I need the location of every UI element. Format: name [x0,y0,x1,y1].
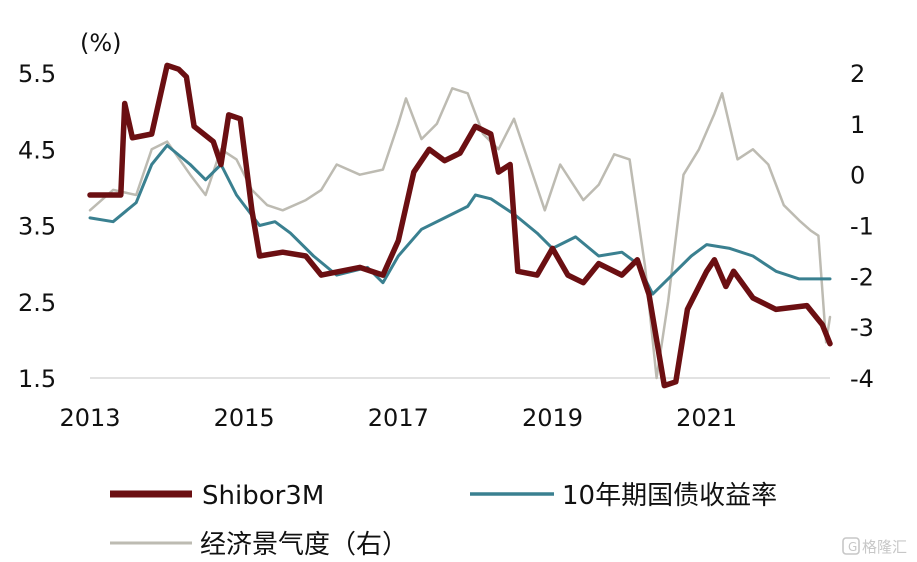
right-tick-label: 1 [850,111,865,139]
legend-label-economic-sentiment: 经济景气度（右） [200,530,408,560]
right-tick-label: -2 [850,263,874,291]
left-tick-label: 2.5 [18,289,56,317]
y-unit-label: (%) [80,29,122,57]
x-tick-label: 2021 [676,404,737,432]
legend-item-economic-sentiment[interactable]: 经济景气度（右） [110,530,408,560]
watermark-text: 格隆汇 [862,538,907,556]
watermark: G 格隆汇 [842,537,907,556]
right-tick-label: 2 [850,60,865,88]
right-axis-ticks: 2 1 0 -1 -2 -3 -4 [850,60,874,393]
x-tick-label: 2019 [522,404,583,432]
series-line-10y-bond-yield [88,143,832,296]
right-tick-label: -3 [850,314,874,342]
series-line-shibor3m [87,62,833,389]
left-tick-label: 4.5 [18,136,56,164]
x-tick-label: 2015 [214,404,275,432]
left-tick-label: 5.5 [18,60,56,88]
legend-item-shibor3m[interactable]: Shibor3M [110,481,324,511]
right-tick-label: -4 [850,365,874,393]
legend-label-10y-bond-yield: 10年期国债收益率 [562,481,777,511]
watermark-logo-glyph: G [848,540,857,554]
x-tick-label: 2017 [368,404,429,432]
left-axis-ticks: 5.5 4.5 3.5 2.5 1.5 [18,60,56,393]
series-line-economic-sentiment [88,87,832,380]
left-tick-label: 1.5 [18,365,56,393]
watermark-logo-icon [842,537,860,555]
left-tick-label: 3.5 [18,213,56,241]
x-tick-label: 2013 [59,404,120,432]
right-tick-label: -1 [850,213,874,241]
legend-label-shibor3m: Shibor3M [202,481,324,511]
legend: Shibor3M 10年期国债收益率 经济景气度（右） [110,481,777,560]
series-layer [87,62,833,389]
right-tick-label: 0 [850,162,865,190]
x-axis-ticks: 2013 2015 2017 2019 2021 [59,404,737,432]
legend-item-10y-bond-yield[interactable]: 10年期国债收益率 [470,481,777,511]
